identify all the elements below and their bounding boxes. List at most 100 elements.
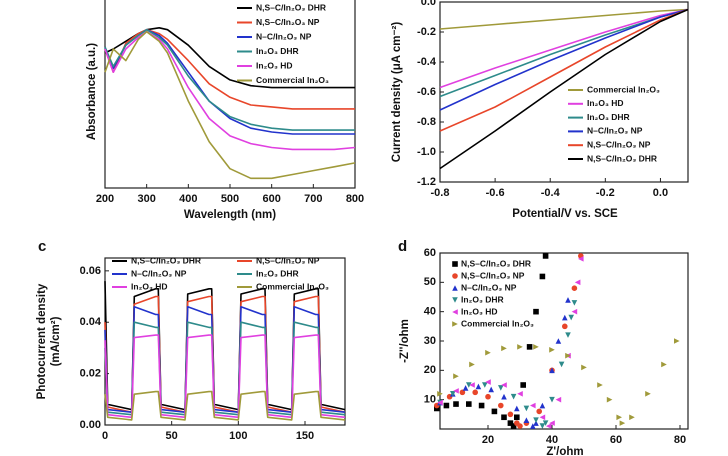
data-point <box>488 386 494 393</box>
data-point <box>530 402 536 409</box>
data-point <box>514 405 520 412</box>
data-point <box>517 344 523 350</box>
legend-label: In₂O₃ DHR <box>461 294 504 304</box>
x-tick-label: 40 <box>546 434 558 446</box>
data-point <box>501 393 507 400</box>
data-line <box>439 8 689 132</box>
panel-label: c <box>38 238 46 255</box>
data-point <box>619 420 626 426</box>
data-point <box>565 352 571 359</box>
data-point <box>555 396 562 403</box>
legend-label: N–C/In₂O₃ NP <box>256 31 312 41</box>
legend-marker <box>452 297 458 303</box>
data-point <box>581 364 587 371</box>
data-point <box>510 393 517 400</box>
data-point <box>549 396 555 403</box>
legend-label: In₂O₃ DHR <box>256 268 299 278</box>
x-tick-label: 50 <box>166 430 178 442</box>
x-tick-label: -0.2 <box>596 187 615 199</box>
panel: 200 300 400 500 600 700 800 Wavelength (nm) Abso… <box>86 0 364 221</box>
data-point <box>674 338 680 344</box>
y-tick-label: 40 <box>424 306 436 318</box>
data-point <box>501 345 507 352</box>
data-line <box>104 306 346 413</box>
data-point <box>498 385 504 391</box>
legend-label: N,S–C/In₂O₃ DHR <box>131 255 201 265</box>
data-point <box>485 349 491 356</box>
y-tick-label: 60 <box>424 247 436 259</box>
data-point <box>450 391 456 397</box>
data-point <box>539 273 546 280</box>
legend-label: Commercial In₂O₃ <box>256 75 329 85</box>
legend-label: N,S–C/In₂O₃ DHR <box>256 2 326 12</box>
data-point <box>469 382 475 388</box>
data-line <box>104 281 346 411</box>
x-tick-label: 100 <box>229 430 247 442</box>
y-tick-label: 0.00 <box>80 419 101 431</box>
data-point <box>536 408 543 415</box>
panel: 20 40 60 80 10 20 30 40 50 60 Z'/ohm -Z''/ohm d N,S–C… <box>398 238 689 456</box>
data-point <box>597 382 603 388</box>
x-tick-label: 600 <box>262 193 280 205</box>
x-tick-label: 200 <box>96 193 114 205</box>
y-tick-label: 30 <box>424 335 436 347</box>
legend-label: N,S–C/In₂O₃ NP <box>587 139 651 149</box>
data-point <box>517 391 523 397</box>
data-point <box>645 391 651 397</box>
data-point <box>453 388 459 394</box>
data-point <box>571 285 578 292</box>
data-line <box>439 8 689 170</box>
x-tick-label: 20 <box>482 434 494 446</box>
data-point <box>558 361 565 368</box>
data-point <box>523 405 530 412</box>
data-point <box>501 414 507 421</box>
data-point <box>530 423 536 429</box>
y-tick-label: 0.06 <box>80 265 101 277</box>
legend-marker <box>452 285 458 291</box>
data-point <box>546 423 552 429</box>
y-tick-label: -0.8 <box>417 116 436 128</box>
data-point <box>520 382 526 388</box>
x-tick-label: 400 <box>179 193 197 205</box>
data-point <box>533 308 539 315</box>
x-tick-label: 80 <box>674 434 686 446</box>
data-point <box>498 402 504 409</box>
data-point <box>533 344 539 350</box>
data-point <box>539 414 546 421</box>
x-tick-label: -0.6 <box>486 187 505 199</box>
data-line <box>439 8 689 111</box>
x-tick-label: -0.4 <box>541 187 561 199</box>
panel: -0.8 -0.6 -0.4 -0.2 0.00.0-0.2-0.4-0.6-0.8-1… <box>391 0 689 220</box>
x-tick-label: 700 <box>304 193 322 205</box>
data-point <box>549 420 555 426</box>
data-point <box>437 391 443 397</box>
data-line <box>104 390 346 421</box>
data-point <box>514 414 520 421</box>
data-point <box>485 393 491 400</box>
legend-label: N,S–C/In₂O₃ NP <box>461 270 525 280</box>
legend-label: N–C/In₂O₃ NP <box>461 282 517 292</box>
y-tick-label: -0.6 <box>417 86 436 98</box>
data-point <box>561 323 568 330</box>
plot-frame <box>104 0 356 189</box>
data-point <box>437 399 443 406</box>
legend-marker <box>452 261 458 267</box>
data-point <box>482 382 488 388</box>
data-point <box>459 389 466 396</box>
legend-label: N–C/In₂O₃ NP <box>587 126 643 136</box>
legend-label: In₂O₃ HD <box>256 60 293 70</box>
data-line <box>104 30 356 180</box>
x-tick-label: 300 <box>137 193 155 205</box>
x-tick-label: 800 <box>346 193 364 205</box>
data-point <box>517 423 523 429</box>
data-point <box>562 314 568 321</box>
x-tick-label: 0 <box>102 430 108 442</box>
data-point <box>453 401 459 407</box>
data-point <box>507 411 514 418</box>
data-line <box>104 28 355 110</box>
data-point <box>542 253 549 259</box>
data-line <box>104 28 355 131</box>
legend-label: Commercial In₂O₃ <box>587 84 660 94</box>
data-point <box>469 361 475 368</box>
data-point <box>542 420 549 426</box>
